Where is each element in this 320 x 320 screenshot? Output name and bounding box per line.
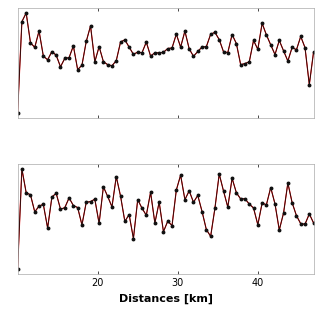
X-axis label: Distances [km]: Distances [km] <box>119 294 212 304</box>
